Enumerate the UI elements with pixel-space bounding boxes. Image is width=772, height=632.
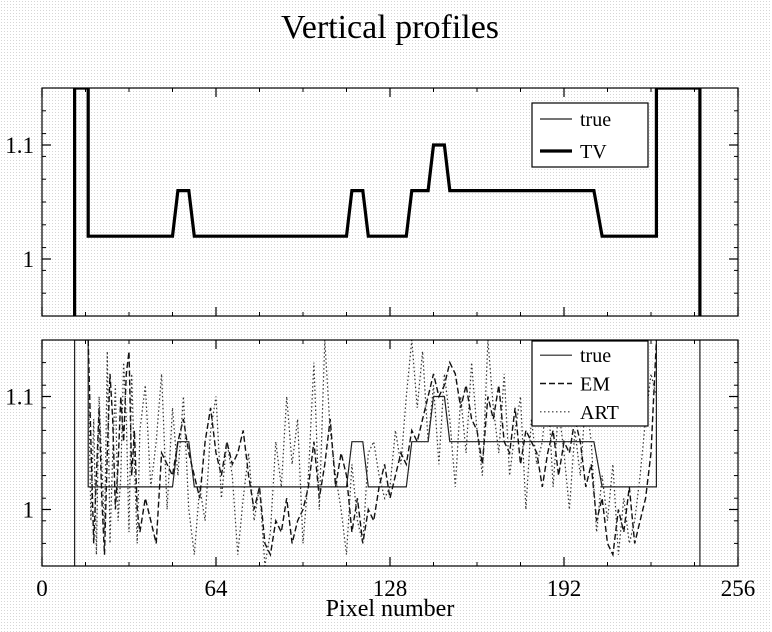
top-panel: 1 1.1 true TV — [5, 88, 738, 316]
legend-label-art: ART — [580, 402, 619, 424]
x-tick-label: 64 — [205, 576, 229, 601]
y-tick-label: 1 — [23, 498, 35, 523]
y-tick-label: 1.1 — [5, 385, 34, 410]
chart-title: Vertical profiles — [281, 9, 499, 46]
legend-label-true: true — [580, 109, 611, 131]
legend: true EM ART — [532, 341, 648, 426]
legend-label-true: true — [580, 345, 611, 367]
x-tick-label: 256 — [721, 576, 756, 601]
bottom-panel: 11.1064128192256trueEMART — [5, 340, 755, 601]
x-tick-label: 192 — [547, 576, 582, 601]
legend-label-tv: TV — [580, 141, 607, 163]
y-tick-label: 1 — [23, 247, 35, 272]
x-tick-label: 0 — [36, 576, 48, 601]
legend: true TV — [532, 103, 648, 167]
y-tick-label: 1.1 — [5, 133, 34, 158]
x-axis-label: Pixel number — [326, 596, 455, 622]
legend-label-em: EM — [580, 374, 610, 396]
